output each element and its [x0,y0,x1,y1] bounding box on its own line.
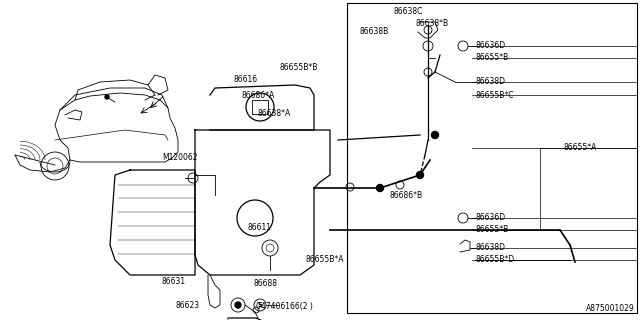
Text: 86638*A: 86638*A [257,109,291,118]
Text: 86655*A: 86655*A [564,143,597,153]
Circle shape [431,132,438,139]
Text: 86655B*D: 86655B*D [476,255,515,265]
Text: A875001029: A875001029 [586,304,635,313]
Text: 86638D: 86638D [476,77,506,86]
Text: 86636D: 86636D [476,213,506,222]
Text: 86686*A: 86686*A [242,92,275,100]
Text: 86655*B: 86655*B [476,226,509,235]
Text: 86638D: 86638D [476,244,506,252]
Text: 86686*B: 86686*B [389,191,422,201]
Text: 86655B*B: 86655B*B [280,63,318,73]
Text: 86623: 86623 [176,301,200,310]
Text: 86655*B: 86655*B [476,53,509,62]
Bar [347,3,637,313]
Text: S: S [257,302,262,308]
Circle shape [376,185,383,191]
Circle shape [105,95,109,99]
Circle shape [417,172,424,179]
Circle shape [235,302,241,308]
Text: 86611: 86611 [248,223,272,233]
Text: 86655B*C: 86655B*C [476,91,515,100]
Text: 86631: 86631 [162,277,186,286]
Text: 86636D: 86636D [476,42,506,51]
Text: 86638C: 86638C [393,7,422,17]
Text: 86616: 86616 [234,76,258,84]
Text: M120062: M120062 [162,154,198,163]
Text: 86638*B: 86638*B [416,20,449,28]
Text: 86688: 86688 [254,279,278,289]
Text: 86655B*A: 86655B*A [306,255,344,265]
Text: 047406166(2 ): 047406166(2 ) [256,301,313,310]
Text: 86638B: 86638B [360,28,389,36]
Bar [252,100,268,114]
